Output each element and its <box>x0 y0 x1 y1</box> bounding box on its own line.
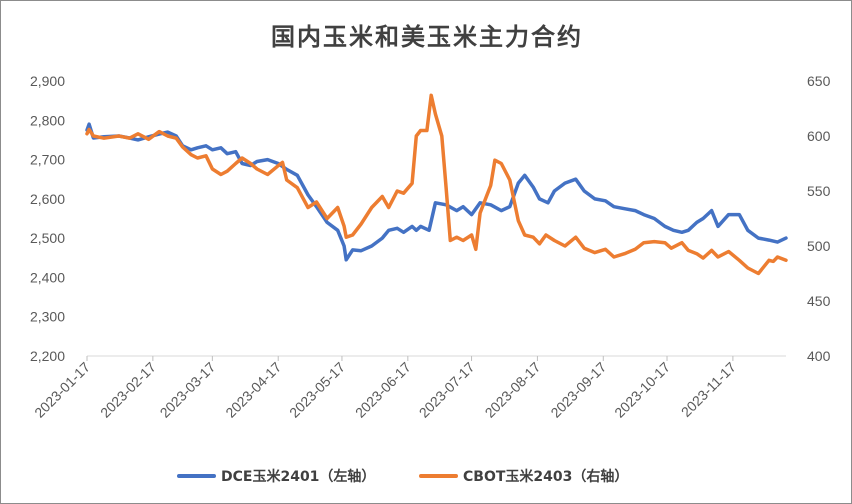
x-tick-label: 2023-03-17 <box>157 359 219 421</box>
left-axis-ticks: 2,200 2,300 2,400 2,500 2,600 2,700 2,800 2,900 <box>30 73 65 364</box>
x-tick-label: 2023-08-17 <box>482 359 544 421</box>
left-tick-label: 2,700 <box>30 152 65 168</box>
right-tick-label: 500 <box>807 238 831 254</box>
left-tick-label: 2,300 <box>30 309 65 325</box>
x-tick-label: 2023-06-17 <box>352 359 414 421</box>
left-tick-label: 2,200 <box>30 348 65 364</box>
x-tick-label: 2023-01-17 <box>31 359 93 421</box>
series-line-2 <box>85 93 788 276</box>
left-tick-label: 2,500 <box>30 230 65 246</box>
right-tick-label: 400 <box>807 348 831 364</box>
right-tick-label: 450 <box>807 293 831 309</box>
chart-title: 国内玉米和美玉米主力合约 <box>271 22 583 51</box>
legend: DCE玉米2401（左轴） CBOT玉米2403（右轴） <box>177 468 628 485</box>
left-tick-label: 2,800 <box>30 112 65 128</box>
right-tick-label: 550 <box>807 183 831 199</box>
x-tick-label: 2023-10-17 <box>611 359 673 421</box>
legend-label-1: DCE玉米2401（左轴） <box>221 468 375 485</box>
right-tick-label: 650 <box>807 73 831 89</box>
x-tick-label: 2023-09-17 <box>547 359 609 421</box>
x-tick-label: 2023-02-17 <box>97 359 159 421</box>
x-tick-label: 2023-04-17 <box>222 359 284 421</box>
left-tick-label: 2,600 <box>30 191 65 207</box>
left-tick-label: 2,400 <box>30 269 65 285</box>
x-tick-label: 2023-05-17 <box>286 359 348 421</box>
legend-label-2: CBOT玉米2403（右轴） <box>463 468 628 485</box>
x-tick-label: 2023-11-17 <box>678 359 739 420</box>
series-line-1 <box>85 122 788 262</box>
right-axis-ticks: 400 450 500 550 600 650 <box>807 73 831 364</box>
left-tick-label: 2,900 <box>30 73 65 89</box>
right-tick-label: 600 <box>807 128 831 144</box>
series-layer <box>85 93 788 276</box>
x-tick-label: 2023-07-17 <box>416 359 478 421</box>
